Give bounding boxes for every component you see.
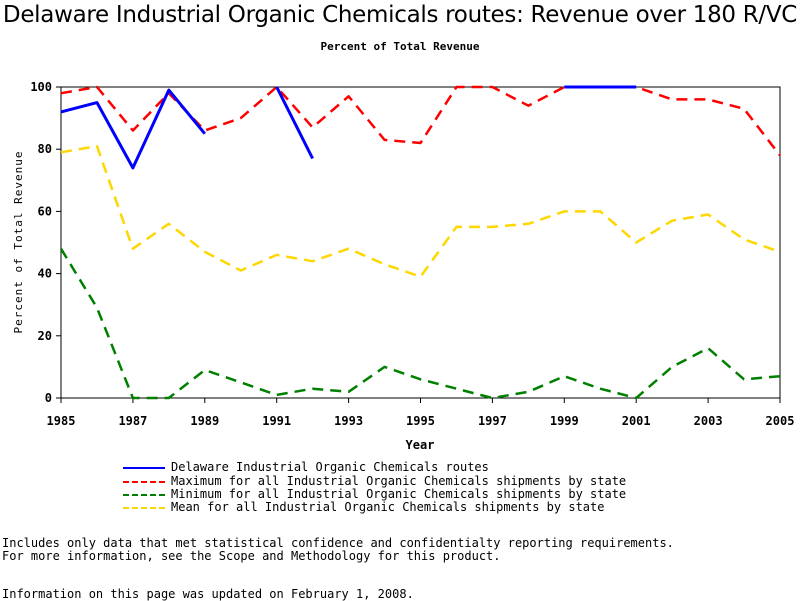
y-axis-label: Percent of Total Revenue — [12, 151, 25, 334]
series-maximum-line — [60, 85, 781, 157]
y-tick-label: 60 — [38, 204, 52, 218]
legend-swatch — [123, 494, 165, 496]
series-delaware-line — [275, 86, 314, 160]
line-chart: 0 20 40 60 80 100 1985 1987 1989 1991 1993 1995 199… — [12, 80, 795, 452]
x-tick-label: 2001 — [622, 414, 651, 428]
legend-item-minimum: Minimum for all Industrial Organic Chemi… — [123, 487, 723, 501]
x-axis: 1985 1987 1989 1991 1993 1995 1997 1999 2001 2003… — [47, 398, 795, 428]
chart-title: Delaware Industrial Organic Chemicals ro… — [2, 2, 798, 28]
series-minimum-line — [59, 248, 781, 400]
x-tick-label: 1995 — [406, 414, 435, 428]
legend-label: Minimum for all Industrial Organic Chemi… — [171, 487, 627, 501]
y-axis: 0 20 40 60 80 100 — [30, 80, 61, 405]
x-tick-label: 1993 — [334, 414, 363, 428]
x-tick-label: 1989 — [190, 414, 219, 428]
legend-item-mean: Mean for all Industrial Organic Chemical… — [123, 500, 723, 514]
legend-label: Maximum for all Industrial Organic Chemi… — [171, 474, 627, 488]
legend-label: Mean for all Industrial Organic Chemical… — [171, 500, 605, 514]
x-tick-label: 1987 — [118, 414, 147, 428]
x-tick-label: 1985 — [47, 414, 76, 428]
legend-label: Delaware Industrial Organic Chemicals ro… — [171, 460, 489, 474]
series-layer — [59, 85, 781, 400]
x-tick-label: 1997 — [478, 414, 507, 428]
legend-swatch — [123, 507, 165, 509]
series-mean-line — [60, 144, 781, 278]
y-tick-label: 0 — [45, 391, 52, 405]
x-tick-label: 2003 — [694, 414, 723, 428]
confidentiality-note: Includes only data that met statistical … — [2, 536, 674, 550]
legend-swatch — [123, 467, 165, 469]
chart-subtitle: Percent of Total Revenue — [320, 40, 480, 53]
x-axis-label: Year — [406, 438, 435, 452]
x-tick-label: 1999 — [550, 414, 579, 428]
y-tick-label: 100 — [30, 80, 52, 94]
methodology-note: For more information, see the Scope and … — [2, 549, 501, 563]
x-tick-label: 2005 — [766, 414, 795, 428]
plot-frame — [60, 86, 781, 399]
legend-item-maximum: Maximum for all Industrial Organic Chemi… — [123, 474, 723, 488]
x-tick-label: 1991 — [262, 414, 291, 428]
y-tick-label: 40 — [38, 267, 52, 281]
series-delaware-line — [60, 88, 206, 170]
legend-item-delaware: Delaware Industrial Organic Chemicals ro… — [123, 460, 723, 474]
y-tick-label: 20 — [38, 329, 52, 343]
legend-swatch — [123, 481, 165, 483]
update-note: Information on this page was updated on … — [2, 587, 414, 601]
y-tick-label: 80 — [38, 142, 52, 156]
